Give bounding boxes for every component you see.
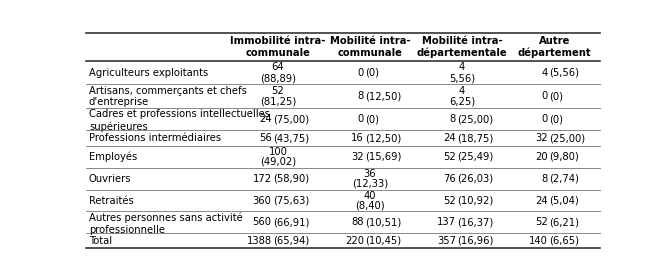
Text: 0: 0 <box>358 68 364 78</box>
Text: (12,50): (12,50) <box>364 133 401 143</box>
Text: 24: 24 <box>259 114 271 124</box>
Text: (15,69): (15,69) <box>364 152 401 162</box>
Text: Autre
département: Autre département <box>517 36 591 58</box>
Text: 220: 220 <box>345 236 364 246</box>
Text: 64: 64 <box>271 62 284 72</box>
Text: 0: 0 <box>542 114 548 124</box>
Text: (2,74): (2,74) <box>549 174 579 184</box>
Text: 20: 20 <box>535 152 548 162</box>
Text: 32: 32 <box>351 152 364 162</box>
Text: (25,00): (25,00) <box>549 133 586 143</box>
Text: Mobilité intra-
départementale: Mobilité intra- départementale <box>417 36 507 58</box>
Text: Professions intermédiaires: Professions intermédiaires <box>89 133 221 143</box>
Text: (75,00): (75,00) <box>273 114 309 124</box>
Text: 357: 357 <box>437 236 456 246</box>
Text: Employés: Employés <box>89 151 137 162</box>
Text: 16: 16 <box>351 133 364 143</box>
Text: 36: 36 <box>364 169 377 179</box>
Text: 100: 100 <box>269 147 287 157</box>
Text: 1388: 1388 <box>247 236 271 246</box>
Text: (0): (0) <box>549 92 563 102</box>
Text: (16,37): (16,37) <box>457 217 493 227</box>
Text: Agriculteurs exploitants: Agriculteurs exploitants <box>89 68 208 78</box>
Text: (65,94): (65,94) <box>273 236 309 246</box>
Text: 0: 0 <box>542 92 548 102</box>
Text: 52: 52 <box>443 152 456 162</box>
Text: (66,91): (66,91) <box>273 217 309 227</box>
Text: 6,25): 6,25) <box>449 97 475 107</box>
Text: (58,90): (58,90) <box>273 174 309 184</box>
Text: (6,65): (6,65) <box>549 236 579 246</box>
Text: 137: 137 <box>437 217 456 227</box>
Text: 140: 140 <box>529 236 548 246</box>
Text: (25,00): (25,00) <box>457 114 493 124</box>
Text: (81,25): (81,25) <box>260 97 296 107</box>
Text: 8: 8 <box>542 174 548 184</box>
Text: (43,75): (43,75) <box>273 133 309 143</box>
Text: 560: 560 <box>253 217 271 227</box>
Text: 24: 24 <box>535 196 548 206</box>
Text: 4: 4 <box>459 86 465 96</box>
Text: 56: 56 <box>259 133 271 143</box>
Text: 5,56): 5,56) <box>449 73 475 83</box>
Text: 8: 8 <box>450 114 456 124</box>
Text: Retraités: Retraités <box>89 196 134 206</box>
Text: Mobilité intra-
communale: Mobilité intra- communale <box>330 36 410 58</box>
Text: Immobilité intra-
communale: Immobilité intra- communale <box>230 36 326 58</box>
Text: 172: 172 <box>253 174 271 184</box>
Text: (6,21): (6,21) <box>549 217 579 227</box>
Text: 52: 52 <box>535 217 548 227</box>
Text: Autres personnes sans activité
professionnelle: Autres personnes sans activité professio… <box>89 213 243 235</box>
Text: 360: 360 <box>253 196 271 206</box>
Text: Cadres et professions intellectuelles
supérieures: Cadres et professions intellectuelles su… <box>89 109 270 132</box>
Text: (26,03): (26,03) <box>457 174 493 184</box>
Text: (12,50): (12,50) <box>364 92 401 102</box>
Text: (5,04): (5,04) <box>549 196 579 206</box>
Text: (5,56): (5,56) <box>549 68 579 78</box>
Text: 32: 32 <box>535 133 548 143</box>
Text: 52: 52 <box>443 196 456 206</box>
Text: (16,96): (16,96) <box>457 236 493 246</box>
Text: Artisans, commerçants et chefs
d'entreprise: Artisans, commerçants et chefs d'entrepr… <box>89 86 247 107</box>
Text: Ouvriers: Ouvriers <box>89 174 131 184</box>
Text: 0: 0 <box>358 114 364 124</box>
Text: (49,02): (49,02) <box>260 157 296 167</box>
Text: (25,49): (25,49) <box>457 152 493 162</box>
Text: (0): (0) <box>364 114 379 124</box>
Text: 4: 4 <box>542 68 548 78</box>
Text: 52: 52 <box>271 86 284 96</box>
Text: 40: 40 <box>364 191 377 201</box>
Text: 76: 76 <box>443 174 456 184</box>
Text: (88,89): (88,89) <box>260 73 296 83</box>
Text: 8: 8 <box>358 92 364 102</box>
Text: (10,45): (10,45) <box>364 236 401 246</box>
Text: (75,63): (75,63) <box>273 196 309 206</box>
Text: (18,75): (18,75) <box>457 133 493 143</box>
Text: 88: 88 <box>351 217 364 227</box>
Text: Total: Total <box>89 236 112 246</box>
Text: (10,92): (10,92) <box>457 196 493 206</box>
Text: 24: 24 <box>444 133 456 143</box>
Text: (12,33): (12,33) <box>352 179 388 189</box>
Text: (9,80): (9,80) <box>549 152 579 162</box>
Text: (8,40): (8,40) <box>355 201 385 211</box>
Text: (10,51): (10,51) <box>364 217 401 227</box>
Text: (0): (0) <box>549 114 563 124</box>
Text: 4: 4 <box>459 62 465 72</box>
Text: (0): (0) <box>364 68 379 78</box>
